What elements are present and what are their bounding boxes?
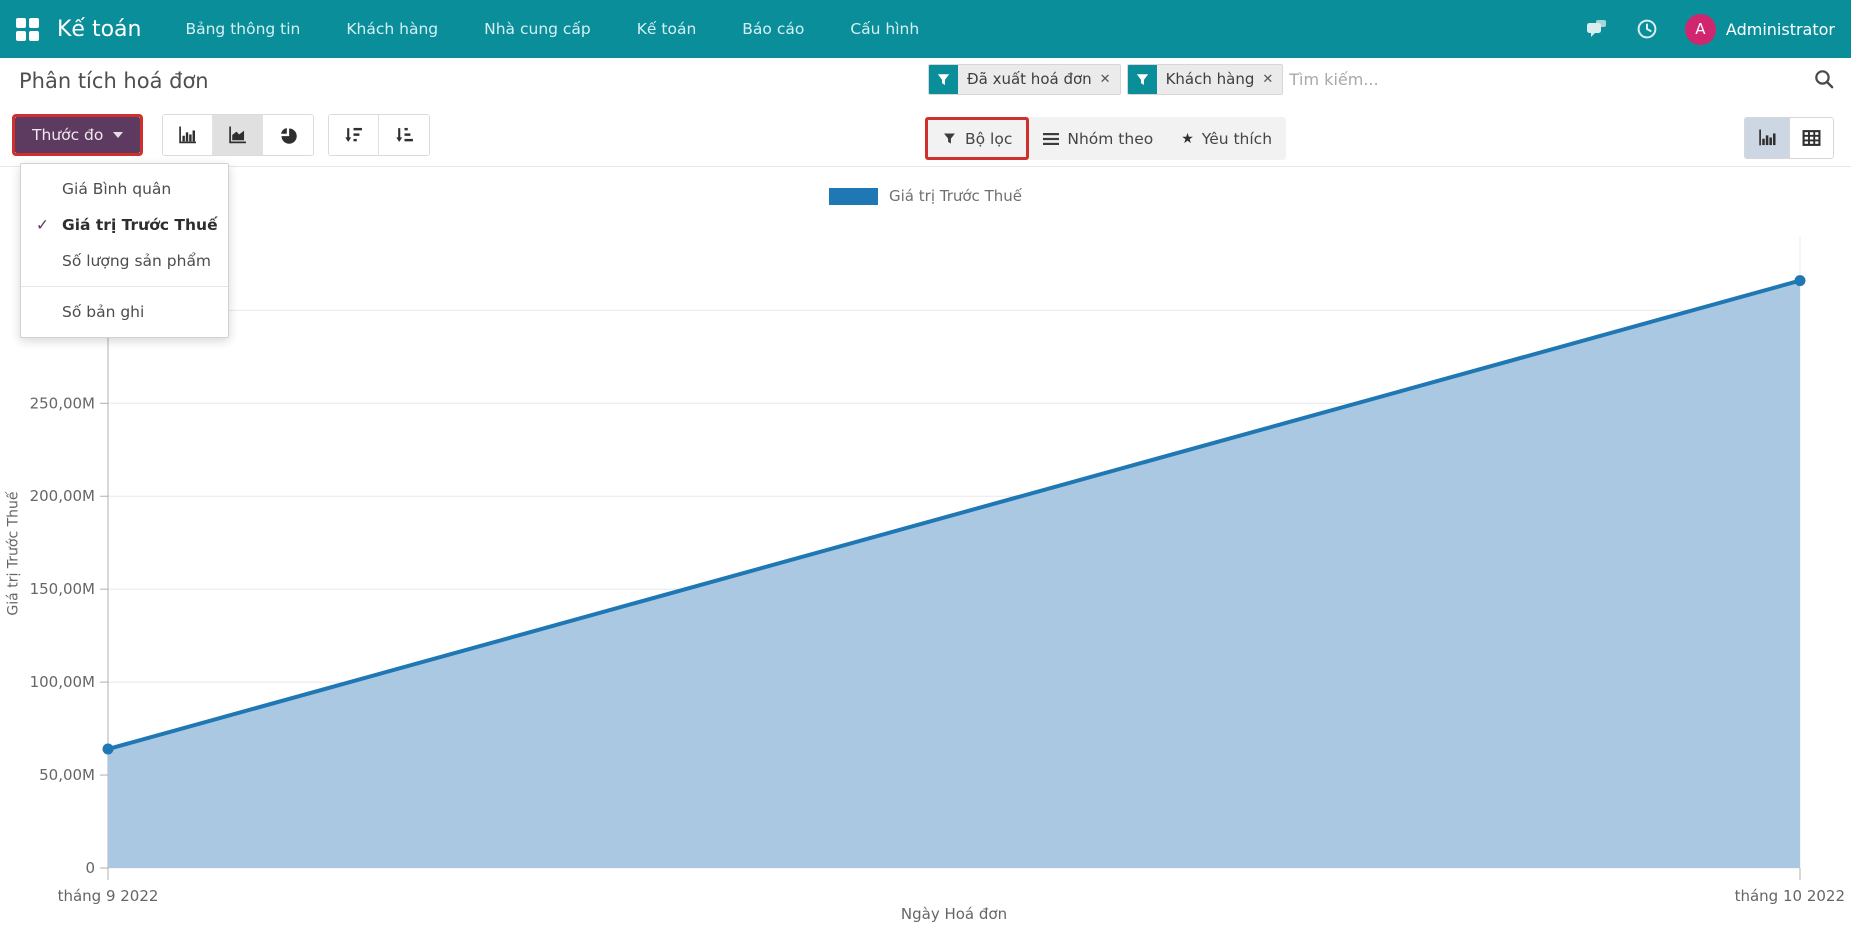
star-icon: ★ [1181,130,1194,147]
facet-remove-icon[interactable]: ✕ [1099,71,1111,87]
user-name: Administrator [1725,19,1835,39]
sort-descending-button[interactable] [329,115,380,155]
measures-dropdown: ✓ Giá Bình quân ✓ Giá trị Trước Thuế ✓ S… [20,163,229,338]
menu-item[interactable]: Cấu hình [850,20,920,38]
invoice-analysis-chart: 0 50,00M 100,00M 150,00M 200,00M 250,00M tháng… [30,232,1845,905]
series-line [106,278,1802,752]
navbar-right: A Administrator [1585,13,1835,45]
measures-button[interactable]: Thước đo [15,117,141,153]
list-icon [1043,132,1060,145]
top-navbar: Kế toán Bảng thông tin Khách hàng Nhà cung… [0,0,1851,58]
main-menu: Bảng thông tin Khách hàng Nhà cung cấp Kế t… [185,20,919,38]
y-tick-label: 200,00M [30,487,95,505]
sort-ascending-button[interactable] [379,115,430,155]
facet-remove-icon[interactable]: ✕ [1262,71,1274,87]
dropdown-divider [21,286,228,287]
facet-label: Khách hàng [1165,70,1255,88]
series-area [108,280,1800,868]
search-facets: Đã xuất hoá đơn ✕ Khách hàng ✕ [928,63,1284,95]
search-icon[interactable] [1813,68,1835,90]
search-facet: Khách hàng ✕ [1126,63,1284,95]
page-title: Phân tích hoá đơn [19,69,209,93]
left-controls: Thước đo [12,114,431,156]
measure-option[interactable]: ✓ Giá trị Trước Thuế [21,207,228,243]
x-axis-title: Ngày Hoá đơn [900,905,1008,923]
menu-item[interactable]: Khách hàng [346,20,439,38]
y-tick-label: 100,00M [30,673,95,691]
menu-item[interactable]: Báo cáo [742,20,805,38]
messages-icon[interactable] [1585,17,1609,41]
apps-menu-icon[interactable] [16,17,39,41]
legend-swatch [829,187,879,205]
menu-item[interactable]: Kế toán [636,20,697,38]
menu-item[interactable]: Nhà cung cấp [484,20,591,38]
measure-option[interactable]: ✓ Số bản ghi [62,303,145,321]
filter-funnel-icon [929,64,958,94]
check-icon: ✓ [36,216,49,234]
control-panel-divider [0,166,1851,167]
search-input[interactable] [1289,62,1807,96]
search-bar: Đã xuất hoá đơn ✕ Khách hàng ✕ [928,62,1835,96]
facet-label: Đã xuất hoá đơn [967,70,1092,88]
bar-chart-button[interactable] [163,115,214,155]
y-tick-label: 50,00M [39,766,95,784]
measure-option[interactable]: ✓ Giá Bình quân [62,180,172,198]
area-chart-button[interactable] [213,115,264,155]
view-switcher [1744,117,1834,159]
pie-chart-button[interactable] [263,115,314,155]
y-tick-label: 150,00M [30,580,95,598]
groupby-button[interactable]: Nhóm theo [1029,117,1167,160]
menu-item[interactable]: Bảng thông tin [185,20,301,38]
data-point[interactable] [1794,275,1806,287]
graph-view-button[interactable] [1745,118,1789,158]
chevron-down-icon [113,132,124,138]
legend-label: Giá trị Trước Thuế [889,187,1022,205]
favorites-button[interactable]: ★ Yêu thích [1167,117,1286,160]
chart-type-group [162,114,315,156]
data-point[interactable] [102,743,114,755]
y-tick-label: 250,00M [30,394,95,412]
app-title[interactable]: Kế toán [57,16,142,42]
search-options-bar: Bộ lọc Nhóm theo ★ Yêu thích [925,117,1287,160]
x-tick-label: tháng 9 2022 [58,887,159,905]
y-tick-label: 0 [85,859,95,877]
activities-clock-icon[interactable] [1635,17,1659,41]
pivot-view-button[interactable] [1789,118,1833,158]
funnel-icon [944,133,955,144]
filter-funnel-icon [1127,64,1157,94]
search-facet: Đã xuất hoá đơn ✕ [928,63,1121,95]
chart-legend[interactable]: Giá trị Trước Thuế [0,187,1851,205]
x-tick-label: tháng 10 2022 [1735,887,1845,905]
y-axis-title: Giá trị Trước Thuế [5,491,22,616]
measure-option[interactable]: ✓ Số lượng sản phẩm [62,252,212,270]
user-menu[interactable]: A Administrator [1684,13,1835,45]
filters-button[interactable]: Bộ lọc [928,120,1026,157]
annotation-box-filters: Bộ lọc [925,117,1030,160]
avatar: A [1684,13,1716,45]
sort-group [328,114,431,156]
annotation-box-measures: Thước đo [12,114,144,156]
